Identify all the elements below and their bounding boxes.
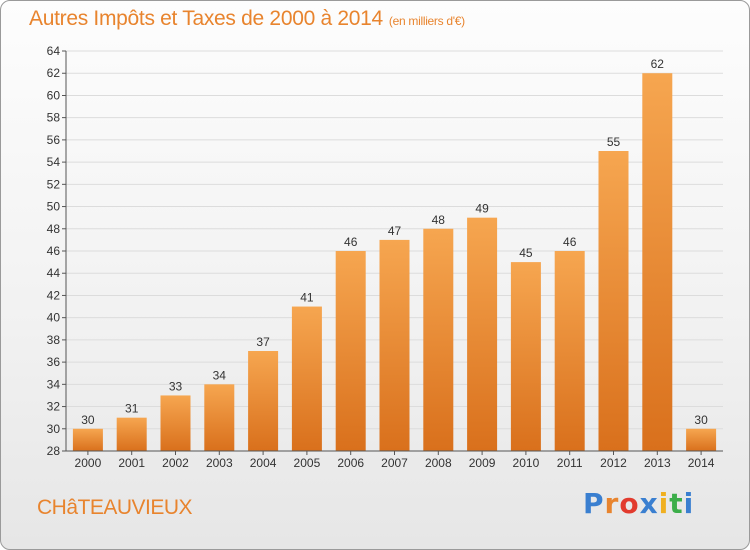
x-tick-label-2005: 2005 — [294, 456, 321, 470]
y-tick-label: 56 — [47, 133, 61, 147]
bar-2011[interactable] — [554, 251, 585, 451]
data-label-2010: 45 — [519, 246, 533, 260]
bar-2002[interactable] — [160, 395, 191, 451]
logo-letter: r — [604, 487, 620, 520]
y-tick-label: 38 — [47, 333, 61, 347]
y-tick-label: 36 — [47, 355, 61, 369]
y-tick-label: 64 — [47, 44, 61, 58]
x-tick-label-2007: 2007 — [381, 456, 408, 470]
x-tick-label-2010: 2010 — [513, 456, 540, 470]
bar-2013[interactable] — [642, 73, 673, 451]
x-tick-label-2006: 2006 — [337, 456, 364, 470]
y-tick-label: 28 — [47, 444, 61, 458]
data-label-2008: 48 — [432, 213, 446, 227]
logo-letter: x — [639, 487, 659, 520]
y-tick-label: 62 — [47, 66, 61, 80]
x-tick-label-2013: 2013 — [644, 456, 671, 470]
x-tick-label-2003: 2003 — [206, 456, 233, 470]
x-tick-label-2011: 2011 — [557, 456, 583, 470]
logo-letter: t — [669, 487, 684, 520]
logo-letter: i — [658, 487, 670, 520]
bar-2014[interactable] — [686, 428, 717, 451]
x-tick-label-2012: 2012 — [600, 456, 627, 470]
bar-2006[interactable] — [335, 251, 366, 451]
x-tick-label-2014: 2014 — [688, 456, 715, 470]
data-label-2013: 62 — [651, 57, 665, 71]
data-label-2012: 55 — [607, 135, 621, 149]
x-tick-label-2008: 2008 — [425, 456, 452, 470]
y-tick-label: 44 — [47, 266, 61, 280]
y-tick-label: 30 — [47, 422, 61, 436]
logo-letter: P — [583, 487, 605, 520]
bar-2007[interactable] — [379, 239, 410, 451]
bar-2005[interactable] — [291, 306, 322, 451]
bar-2012[interactable] — [598, 151, 629, 451]
y-tick-label: 52 — [47, 177, 61, 191]
x-tick-label-2002: 2002 — [162, 456, 189, 470]
chart-subtitle: (en milliers d'€) — [388, 14, 465, 28]
y-tick-label: 40 — [47, 311, 61, 325]
chart-title: Autres Impôts et Taxes de 2000 à 2014 (en… — [29, 7, 465, 31]
logo-letter: o — [619, 487, 640, 520]
data-label-2014: 30 — [694, 413, 708, 427]
data-label-2000: 30 — [81, 413, 95, 427]
data-label-2003: 34 — [213, 368, 227, 382]
y-tick-label: 34 — [47, 377, 61, 391]
data-label-2001: 31 — [125, 402, 139, 416]
data-label-2002: 33 — [169, 379, 183, 393]
y-tick-label: 42 — [47, 288, 61, 302]
bar-2009[interactable] — [467, 217, 498, 451]
x-tick-label-2004: 2004 — [250, 456, 277, 470]
x-tick-label-2000: 2000 — [75, 456, 102, 470]
bar-2003[interactable] — [204, 384, 235, 451]
y-tick-label: 60 — [47, 88, 61, 102]
y-tick-label: 32 — [47, 400, 61, 414]
bar-2004[interactable] — [248, 351, 279, 451]
logo-letter: i — [683, 487, 695, 520]
bar-2000[interactable] — [72, 428, 103, 451]
data-label-2004: 37 — [256, 335, 270, 349]
y-tick-label: 54 — [47, 155, 61, 169]
data-label-2009: 49 — [475, 202, 489, 216]
bar-2001[interactable] — [116, 417, 147, 451]
y-tick-label: 46 — [47, 244, 61, 258]
y-tick-label: 48 — [47, 222, 61, 236]
chart-title-text: Autres Impôts et Taxes de 2000 à 2014 — [29, 7, 383, 30]
data-label-2011: 46 — [563, 235, 577, 249]
data-label-2007: 47 — [388, 224, 402, 238]
data-label-2006: 46 — [344, 235, 358, 249]
data-label-2005: 41 — [300, 291, 314, 305]
bar-2010[interactable] — [510, 262, 541, 451]
y-tick-label: 58 — [47, 111, 61, 125]
proxiti-logo[interactable]: Proxiti — [583, 487, 694, 520]
x-tick-label-2001: 2001 — [118, 456, 145, 470]
x-tick-label-2009: 2009 — [469, 456, 496, 470]
y-tick-label: 50 — [47, 200, 61, 214]
commune-name: CHâTEAUVIEUX — [37, 496, 193, 519]
bar-2008[interactable] — [423, 228, 454, 451]
